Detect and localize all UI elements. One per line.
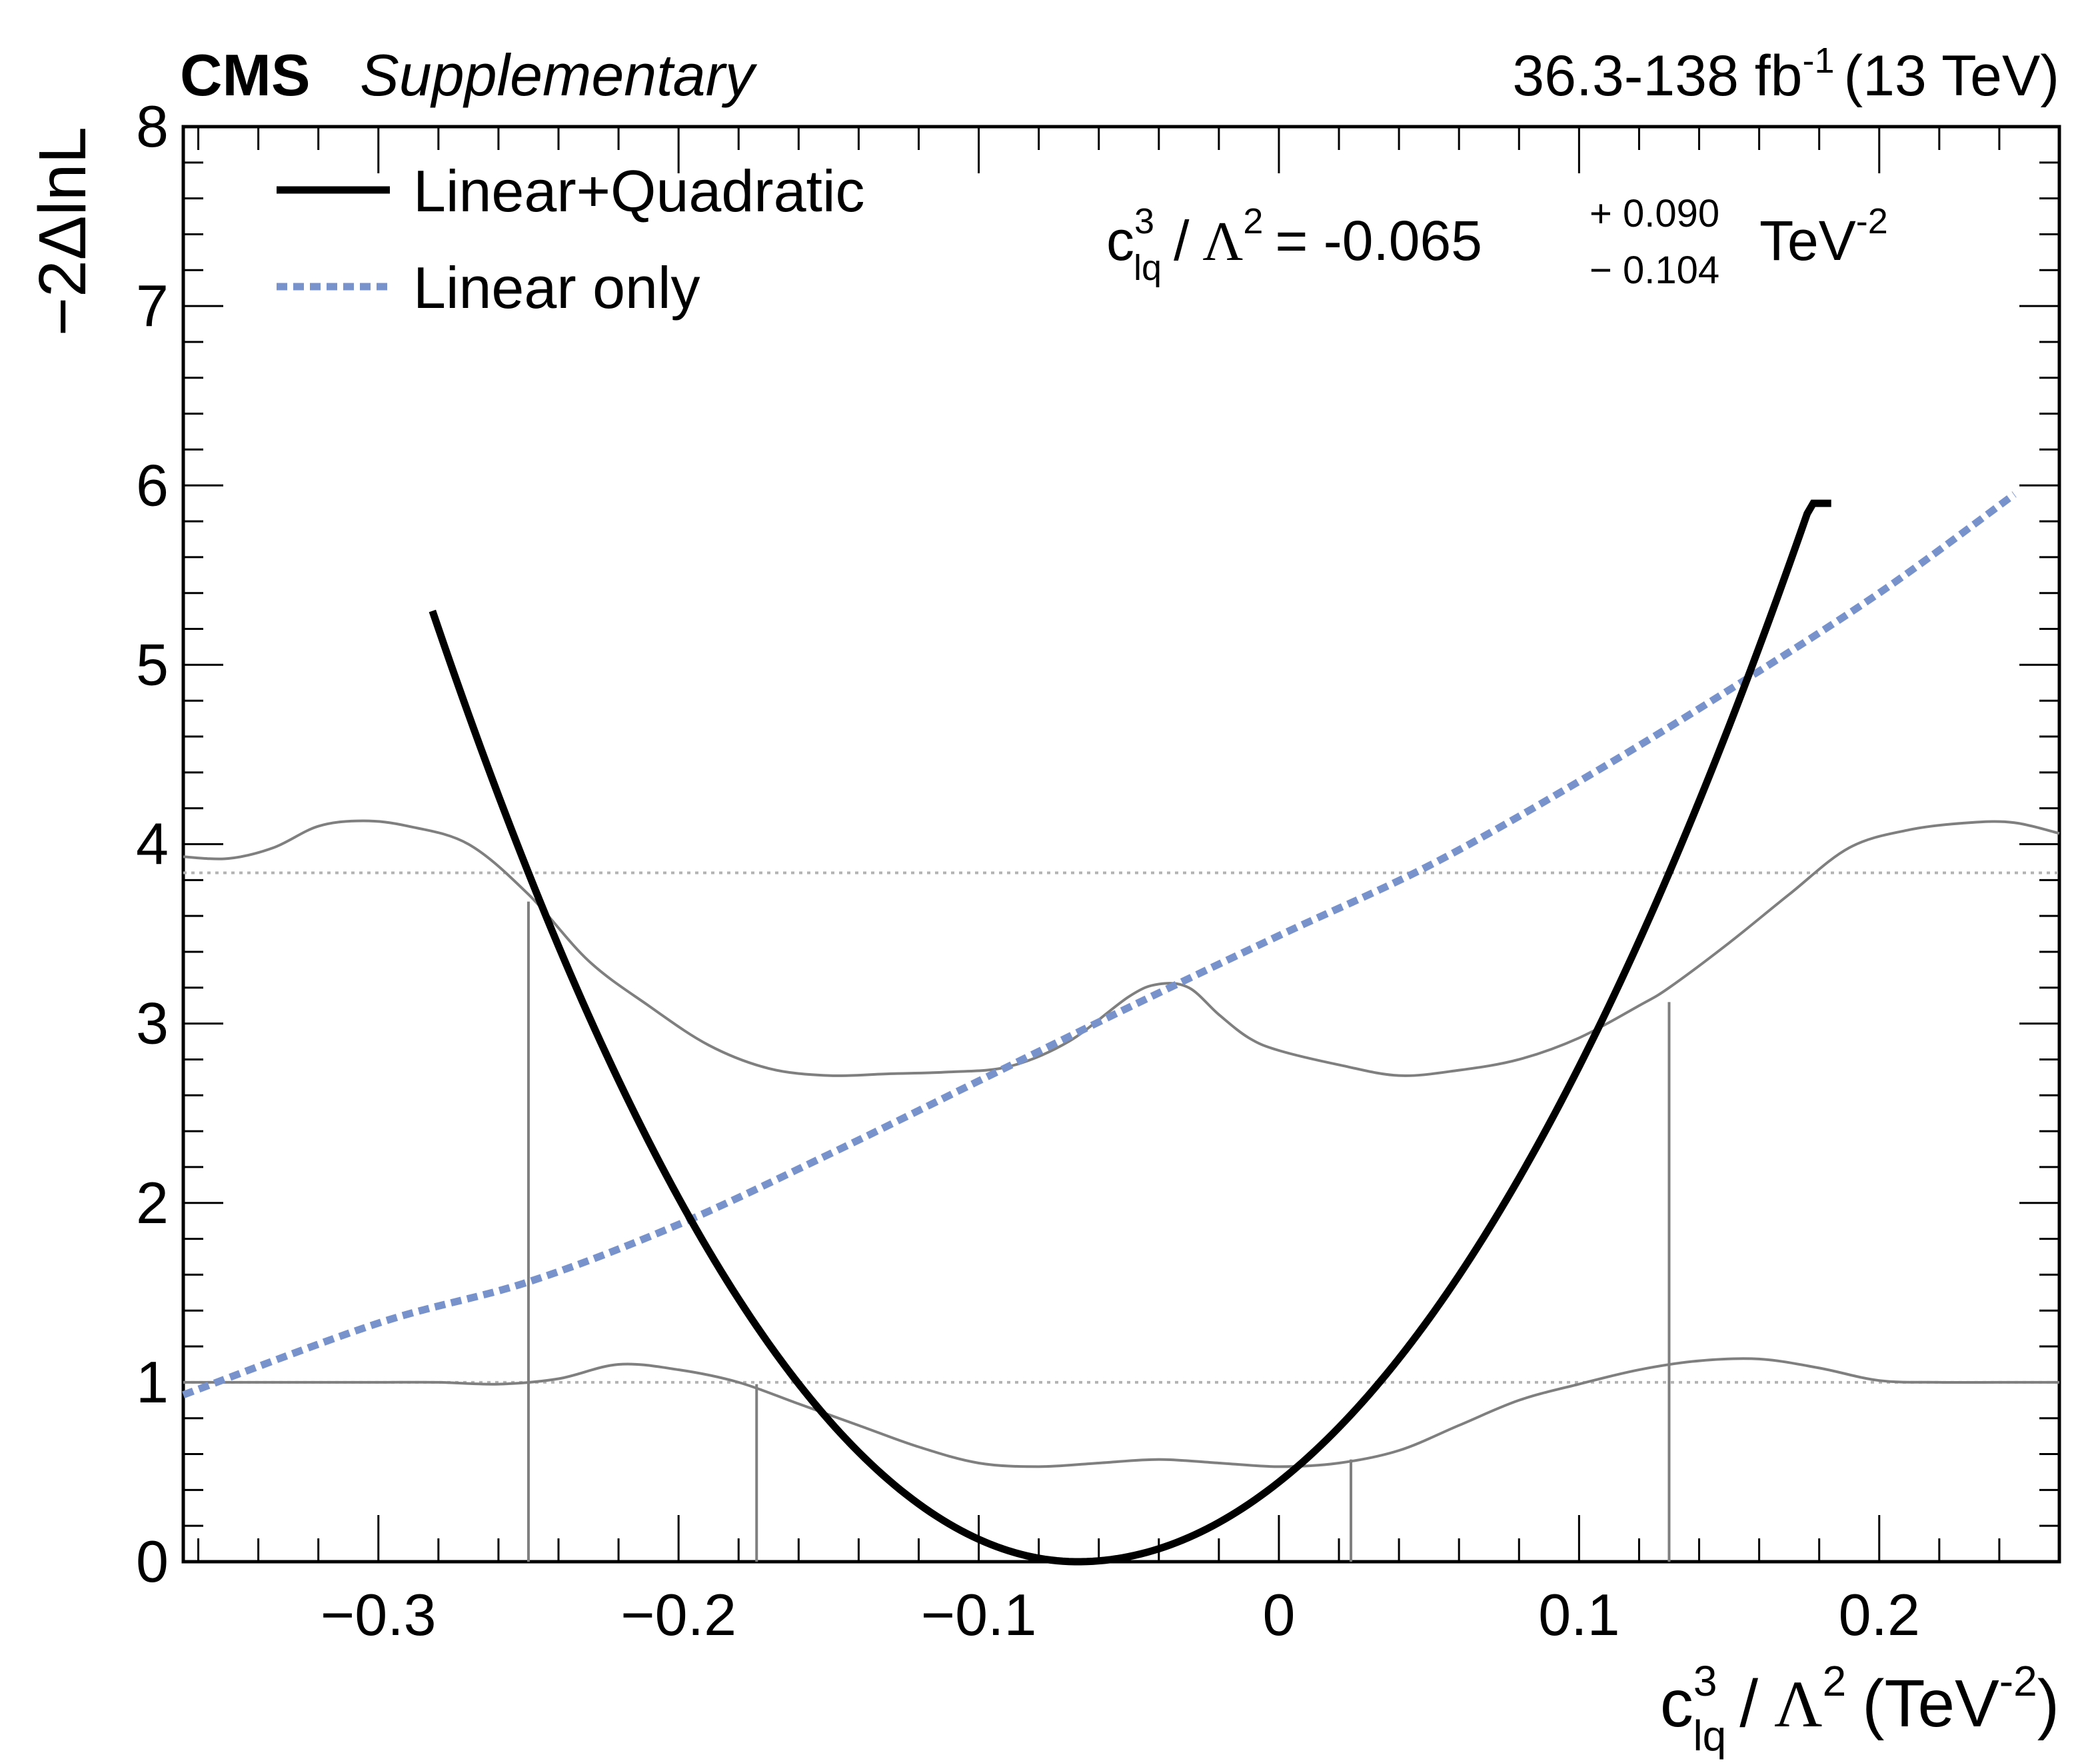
lumi-exponent: -1 [1803,41,1835,81]
plot-frame [181,125,2061,1564]
x-tick-label: 0 [1262,1582,1295,1648]
x-label-unit-exp: -2 [1999,1657,2037,1705]
energy-label: (13 TeV) [1844,44,2059,108]
result-lambda: Λ [1202,211,1243,273]
result-error-down: − 0.104 [1589,249,1719,292]
result-coef: c [1106,209,1134,272]
upper-band-curve [183,819,2060,1077]
x-label-slash: / [1739,1666,1758,1741]
lumi-label: 36.3-138 fb-1 (13 TeV) [1512,41,2059,108]
result-lambda-sup: 2 [1243,201,1263,241]
y-tick-label: 1 [136,1349,169,1415]
legend-label-linear: Linear only [413,255,700,321]
x-label-sub-lq: lq [1693,1712,1726,1760]
axis-ticks [183,125,2061,1563]
legend-label-quadratic: Linear+Quadratic [413,158,865,224]
y-axis-label: −2ΔlnL [25,127,100,336]
lumi-value: 36.3-138 fb [1512,44,1802,108]
supplementary-label: Supplementary [360,42,758,108]
cms-label: CMS [180,42,311,108]
result-unit: TeV-2 [1759,201,1888,272]
x-tick-label: 0.1 [1538,1582,1619,1648]
y-tick-label: 7 [136,273,169,339]
linear-quadratic-curve [429,499,1831,1566]
tick-labels: 0 1 2 3 4 5 6 7 8 −0.3 −0.2 −0.1 0 0.1 0.2 [136,93,1920,1648]
legend: Linear+Quadratic Linear only [277,158,865,321]
result-coef-sup: 3 [1134,201,1154,241]
x-label-lambda: Λ [1774,1667,1823,1741]
lower-band-curve [183,1357,2059,1468]
y-tick-label: 8 [136,93,169,159]
threshold-lines [183,871,2059,1384]
y-tick-label: 4 [136,811,169,877]
y-tick-label: 3 [136,990,169,1056]
result-value: = -0.065 [1275,209,1482,272]
x-label-sup2: 2 [1823,1657,1847,1705]
x-tick-label: −0.1 [921,1582,1037,1648]
result-unit-exp: -2 [1856,201,1888,241]
x-tick-label: −0.2 [620,1582,736,1648]
x-label-unit: (TeV [1862,1666,1999,1741]
x-label-sup3: 3 [1693,1657,1717,1705]
x-tick-label: −0.3 [321,1582,437,1648]
y-tick-label: 0 [136,1528,169,1594]
result-coef-sub: lq [1134,248,1162,288]
y-tick-label: 6 [136,452,169,518]
curves [182,491,2060,1566]
result-unit-text: TeV [1759,209,1856,272]
x-axis-label: c3 lq / Λ2 (TeV-2) [1660,1657,2059,1760]
y-tick-label: 5 [136,631,169,697]
x-tick-label: 0.2 [1839,1582,1920,1648]
linear-only-curve [182,491,2017,1398]
x-label-close: ) [2037,1666,2059,1741]
result-error-up: + 0.090 [1589,192,1719,235]
result-annotation: c3 lq / Λ2 = -0.065 [1106,201,1482,288]
x-label-c: c [1660,1666,1693,1741]
result-slash: / [1174,209,1190,272]
y-tick-label: 2 [136,1170,169,1236]
